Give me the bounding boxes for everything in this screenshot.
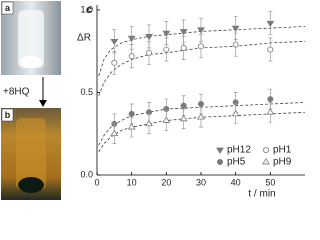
legend-label: pH5: [227, 157, 246, 168]
data-point: [180, 44, 187, 51]
data-point: [128, 110, 135, 117]
data-point: [162, 30, 171, 38]
data-point: [145, 34, 153, 41]
data-point: [180, 102, 187, 109]
legend-label: pH9: [273, 157, 292, 168]
fit-curve: [98, 40, 306, 96]
x-axis-label: t / min: [248, 189, 275, 200]
data-point: [163, 46, 170, 53]
panel-label: c: [86, 4, 92, 16]
y-axis-label: ΔR: [77, 33, 91, 44]
data-point: [145, 49, 152, 56]
y-tick-label: 0.5: [80, 87, 93, 97]
data-point: [110, 129, 119, 137]
x-tick-label: 20: [161, 177, 171, 187]
x-tick-label: 40: [231, 177, 241, 187]
data-point: [266, 20, 275, 28]
photo-b: b: [1, 108, 61, 200]
data-point: [266, 108, 275, 115]
y-tick-label: 0.0: [80, 169, 93, 179]
data-point: [127, 35, 136, 42]
photo-a: a: [1, 1, 61, 75]
legend-label: pH12: [227, 145, 251, 156]
data-point: [267, 96, 274, 103]
legend-marker: [216, 158, 223, 165]
legend-label: pH1: [273, 145, 292, 156]
arrow-head: [39, 100, 47, 107]
data-point: [197, 113, 205, 120]
data-point: [197, 27, 205, 34]
data-point: [145, 119, 153, 127]
x-tick-label: 30: [196, 177, 206, 187]
data-point: [231, 109, 240, 117]
data-point: [197, 101, 204, 108]
data-point: [231, 25, 240, 33]
legend-marker: [262, 158, 270, 165]
data-point: [179, 29, 188, 36]
fit-curve: [98, 26, 306, 77]
data-point: [110, 38, 119, 46]
y-tick-label: 1.0: [80, 4, 93, 14]
data-point: [197, 43, 204, 50]
data-point: [128, 53, 135, 60]
fit-curve: [98, 101, 306, 146]
reagent-label: +8HQ: [3, 87, 30, 98]
data-point: [179, 114, 188, 122]
legend-marker: [262, 146, 269, 153]
data-point: [232, 41, 239, 48]
data-point: [111, 59, 118, 66]
panel-label: a: [5, 3, 11, 13]
x-tick-label: 10: [127, 177, 137, 187]
figure: a +8HQ b c ΔR t / min 0.0 0.5 1.0 0 10 20 30 40…: [1, 1, 306, 200]
x-tick-label: 50: [265, 177, 275, 187]
data-point: [127, 123, 136, 130]
data-point: [267, 46, 274, 53]
legend-marker: [216, 147, 224, 154]
panel-label: b: [5, 110, 11, 120]
x-tick-label: 0: [94, 177, 99, 187]
data-point: [162, 116, 171, 123]
